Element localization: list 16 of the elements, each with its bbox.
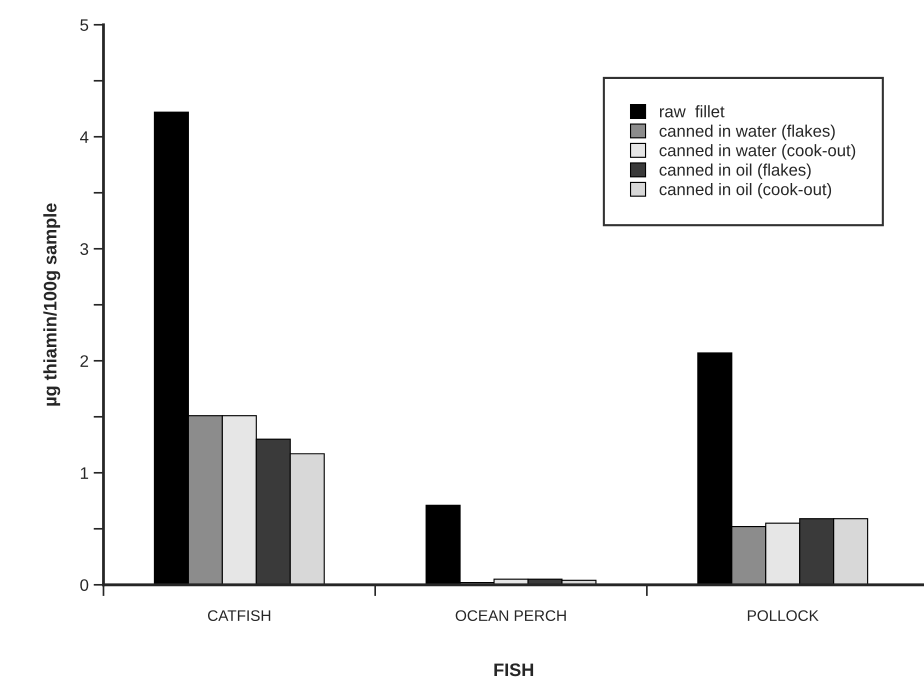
y-tick-label: 5 [80, 19, 88, 31]
x-tick-label: POLLOCK [748, 610, 819, 622]
y-tick-label: 4 [80, 131, 88, 143]
legend-label: canned in water (flakes) [660, 124, 835, 140]
y-tick-label: 1 [80, 467, 88, 479]
y-axis-title: µg thiamin/100g sample [43, 203, 60, 406]
y-tick-label: 2 [80, 355, 88, 367]
y-tick-label: 3 [80, 243, 88, 255]
x-tick-label: CATFISH [208, 610, 270, 622]
y-tick-label: 0 [80, 579, 88, 592]
legend-label: canned in water (cook-out) [660, 144, 856, 160]
legend-label: canned in oil (flakes) [660, 164, 811, 180]
legend-label: raw fillet [660, 105, 725, 118]
x-tick-label: OCEAN PERCH [456, 610, 566, 622]
x-axis-title: FISH [494, 663, 534, 676]
legend-label: canned in oil (cook-out) [660, 182, 832, 199]
